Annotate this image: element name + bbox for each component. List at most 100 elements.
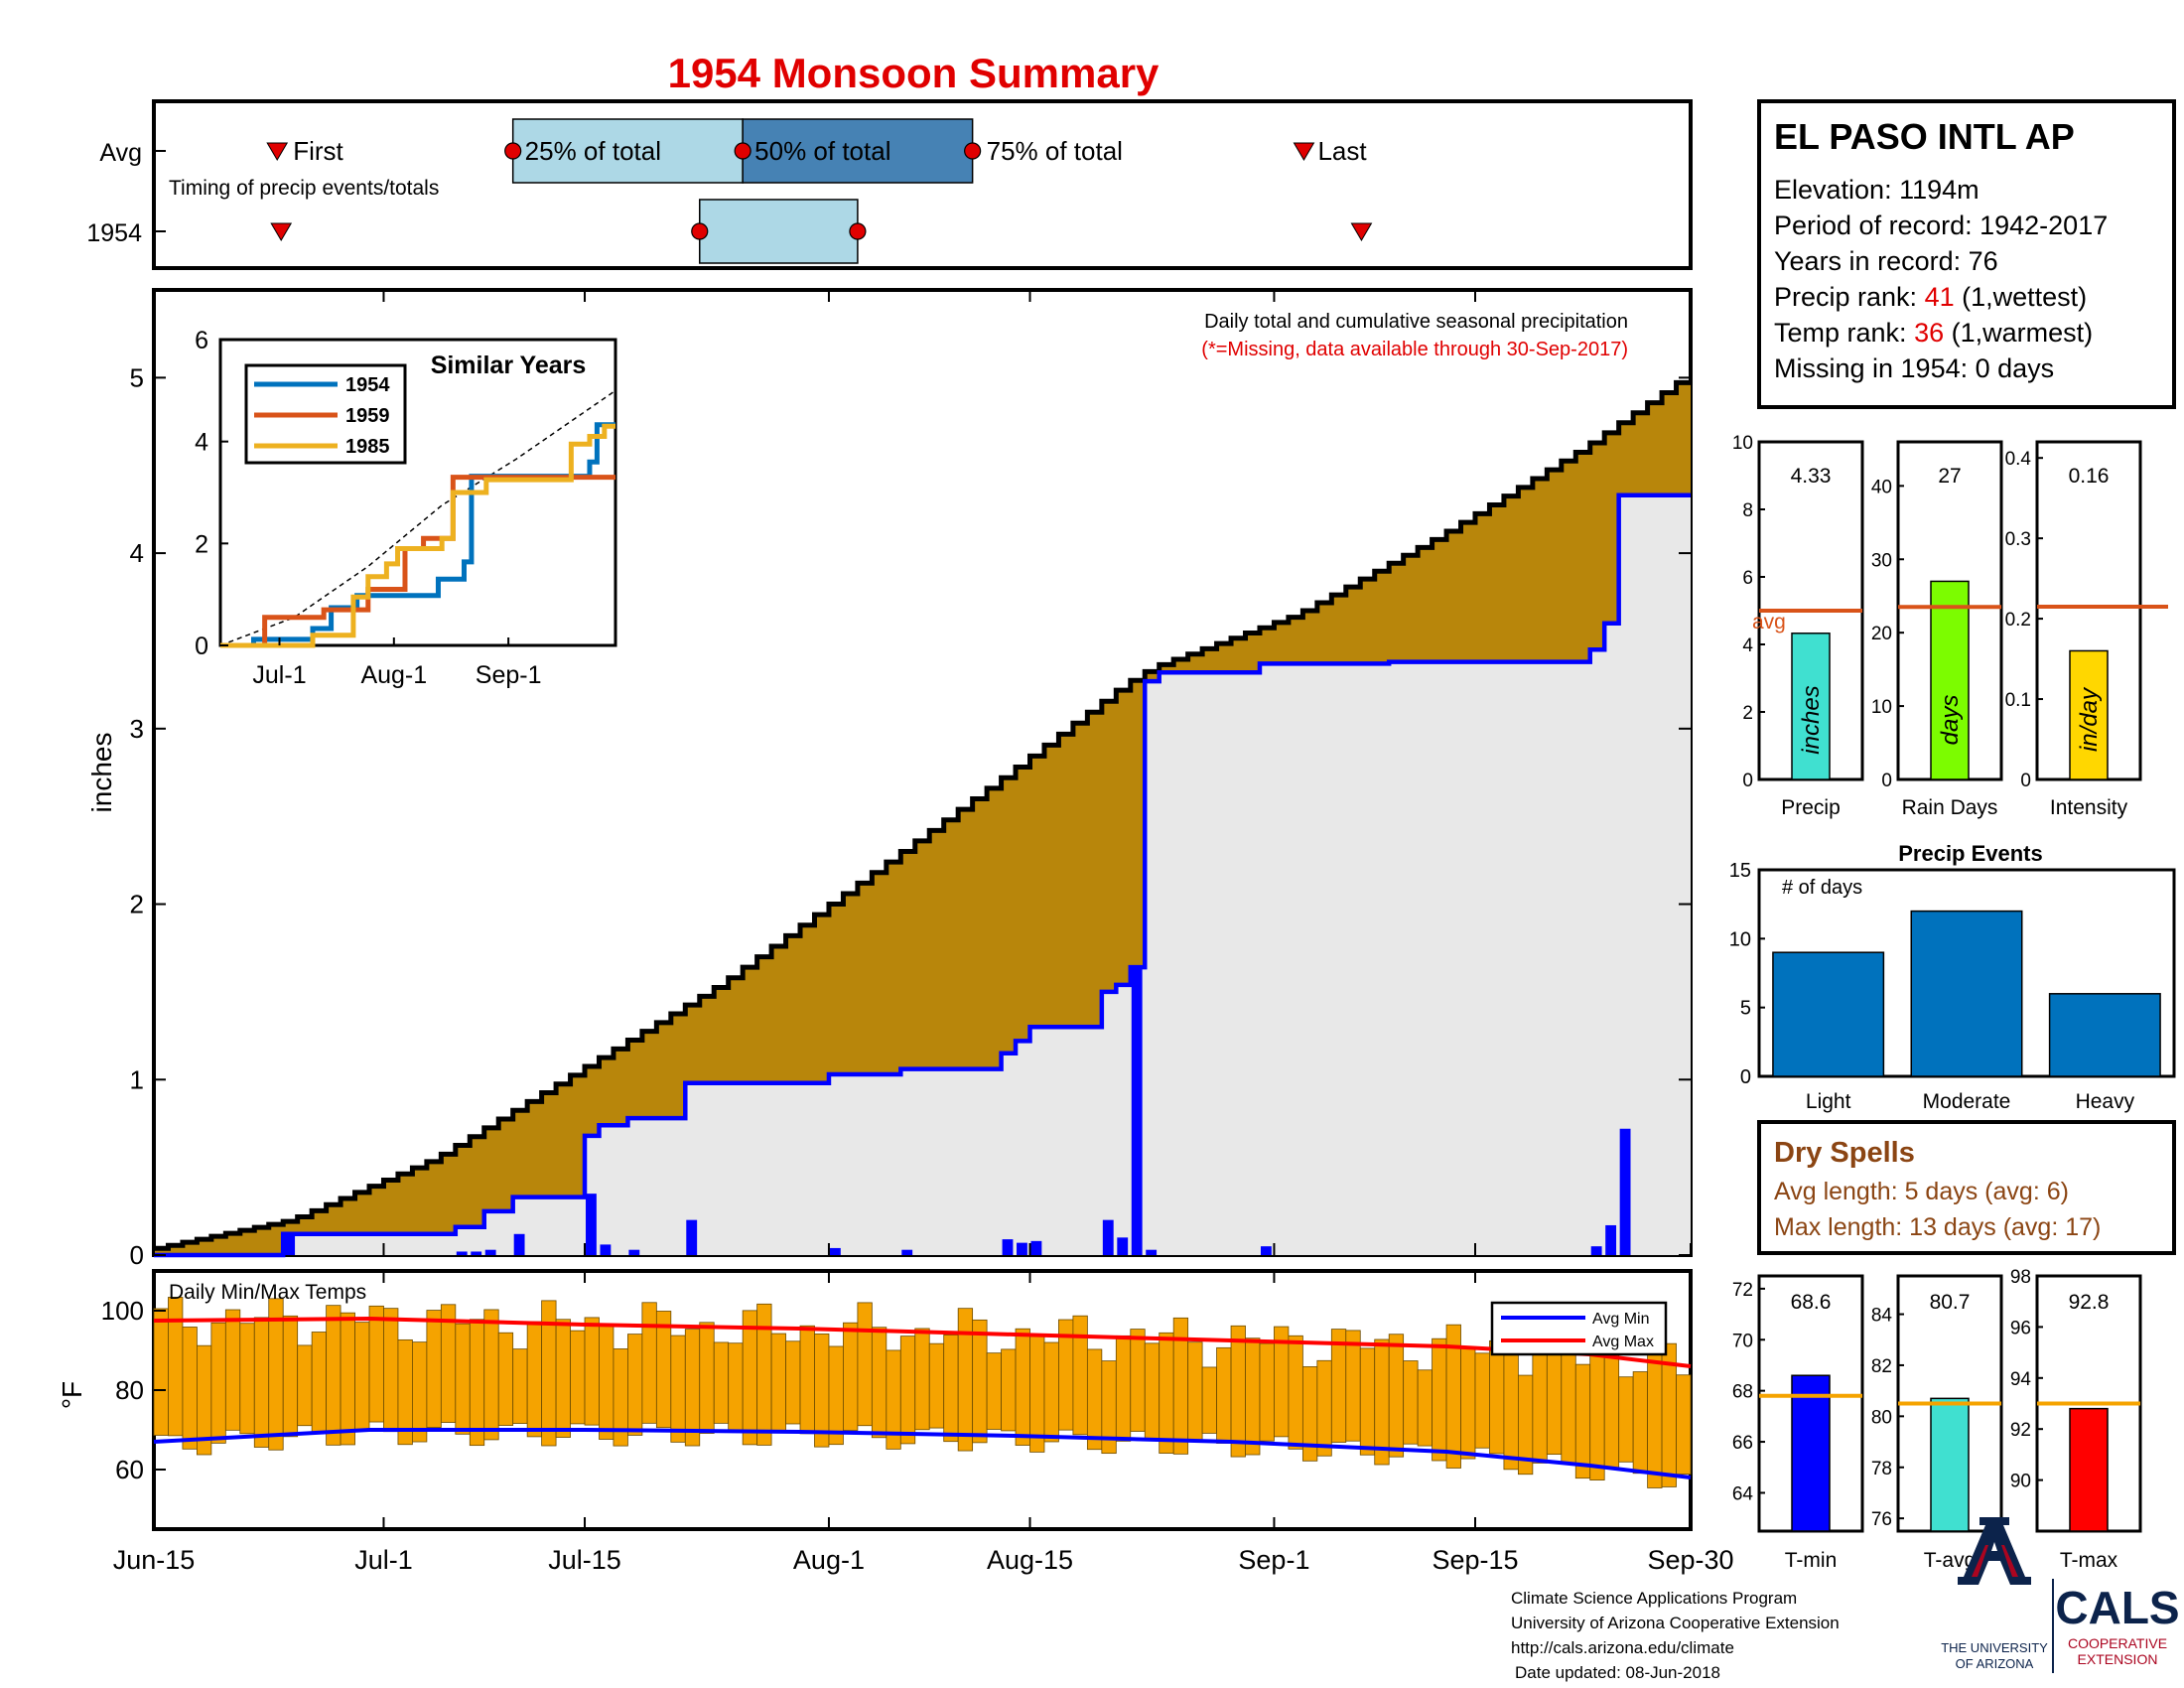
inset-xtick-label: Aug-1 [360,661,427,689]
tstat-label-0: T-min [1785,1549,1838,1572]
daily-temp-bar [1603,1353,1620,1469]
station-temp-rank: Temp rank: 36 (1,warmest) [1774,318,2093,348]
cals-logo-line2: EXTENSION [2078,1651,2158,1667]
daily-temp-bar [627,1334,643,1436]
daily-temp-bar [224,1309,241,1431]
daily-temp-bar [1532,1353,1548,1464]
stat-bar-2 [2069,649,2109,780]
daily-temp-bar [699,1322,715,1434]
stat-unit-2: in/day [2076,686,2103,752]
daily-temp-bar [914,1328,930,1431]
avg-first-marker [266,142,289,161]
tstat-label-1: T-avg [1924,1549,1977,1572]
tstat-ytick-label-2: 94 [2010,1369,2032,1390]
temps-panel: Daily Min/Max Temps °F Avg Min Avg Max 6… [57,1269,1734,1575]
temps-label: Daily Min/Max Temps [169,1281,366,1304]
daily-temp-bar [1503,1354,1519,1471]
stat-ytick-label-0: 8 [1742,500,1753,521]
avg-50-label: 50% of total [754,136,890,166]
daily-temp-bar [1403,1360,1419,1445]
xtick-label: Aug-15 [987,1545,1073,1575]
daily-temp-bar [282,1315,299,1438]
daily-temp-bar [1345,1330,1361,1442]
tstat-ytick-label-1: 80 [1871,1407,1892,1428]
tstat-value-0: 68.6 [1791,1291,1832,1314]
daily-temp-bar [814,1334,830,1448]
daily-temp-bar [311,1332,328,1433]
year-75-marker [849,222,867,240]
timing-caption: Timing of precip events/totals [169,177,439,200]
daily-temp-bar [1374,1338,1390,1466]
tstat-bar-0 [1791,1374,1831,1532]
inset-legend-label-1985: 1985 [345,436,390,458]
stat-ytick-label-2: 0.2 [2005,610,2031,631]
avg-min-line [153,1428,1692,1479]
temps-legend: Avg Min Avg Max [1490,1301,1668,1356]
daily-precip-bar [1030,1240,1042,1255]
temps-ytick-label: 60 [115,1455,144,1484]
temps-ylabel: °F [57,1381,87,1409]
daily-temp-bar [1115,1335,1132,1442]
daily-temp-bar [210,1322,226,1444]
avg-last-marker [1293,142,1315,161]
daily-temp-bar [828,1345,844,1446]
daily-temp-bar [168,1297,184,1437]
university-of-arizona-logo: THE UNIVERSITY OF ARIZONA [1941,1517,2048,1671]
daily-temp-bar [383,1308,399,1433]
event-bar-moderate [1910,910,2023,1077]
events-note: # of days [1782,877,1862,899]
daily-precip-bar [1619,1128,1631,1255]
daily-temp-bar [426,1310,442,1428]
stat-ytick-label-0: 10 [1732,433,1753,454]
daily-temp-bar [1245,1337,1261,1456]
stat-ytick-label-0: 4 [1742,635,1753,656]
cals-logo: CALS COOPERATIVE EXTENSION [2055,1582,2179,1667]
daily-precip-bar [829,1247,841,1255]
daily-precip-bar [1117,1237,1129,1255]
daily-precip-bar [1017,1242,1027,1255]
daily-precip-bar [1260,1246,1272,1255]
year-25-75-box [699,199,859,264]
daily-temp-bar [1432,1337,1447,1462]
precip-stats-panels: avg 4.33 inches 0 2 4 6 8 10 Precip 27 days 0 10 20 30 4… [1732,433,2168,819]
daily-precip-bar [686,1219,698,1255]
daily-temp-bar [1574,1363,1591,1479]
daily-temp-bar [1460,1346,1476,1460]
daily-temp-bar [684,1329,701,1447]
tstat-bar-1 [1930,1397,1970,1532]
daily-temp-bar [1359,1347,1376,1456]
avg-cumulative-line [154,379,1691,1251]
stat-ytick-label-0: 0 [1742,771,1753,791]
stat-ytick-label-1: 0 [1881,771,1892,791]
footer-line3: http://cals.arizona.edu/climate [1511,1638,1734,1657]
daily-temp-bar [526,1321,543,1438]
avg-50-marker [734,142,751,160]
daily-temp-bar [182,1327,198,1450]
tstat-ytick-label-0: 66 [1732,1433,1753,1454]
main-ytick-label: 1 [130,1064,144,1094]
avg-50-75-box [742,118,974,184]
stat-ytick-label-0: 2 [1742,703,1753,724]
dry-max-length: Max length: 13 days (avg: 17) [1774,1213,2101,1241]
daily-temp-bar [857,1302,873,1427]
daily-temp-bar [1330,1329,1347,1443]
daily-temp-bar [1388,1334,1405,1458]
stat-ytick-label-0: 6 [1742,568,1753,589]
daily-temp-bar [497,1332,514,1426]
event-bar-heavy [2048,993,2161,1077]
station-frame [1757,99,2176,409]
daily-temp-bar [670,1335,686,1443]
inset-avg-line [219,389,616,646]
legend-avg-max: Avg Max [1592,1334,1654,1350]
daily-precip-bar [456,1251,468,1255]
main-ytick-label: 5 [130,362,144,392]
temp-stats-panels: 68.6 64 66 68 70 72 T-min 80.7 76 78 80 82 84 T-avg 92… [1732,1267,2142,1572]
daily-temp-bar [412,1341,428,1443]
stat-unit-0: inches [1798,685,1825,754]
events-ytick-label: 5 [1740,998,1751,1020]
tstat-ytick-label-1: 82 [1871,1356,1892,1377]
stat-unit-1: days [1937,695,1964,746]
inset-title: Similar Years [431,352,587,379]
stat-bar-0 [1791,633,1831,780]
